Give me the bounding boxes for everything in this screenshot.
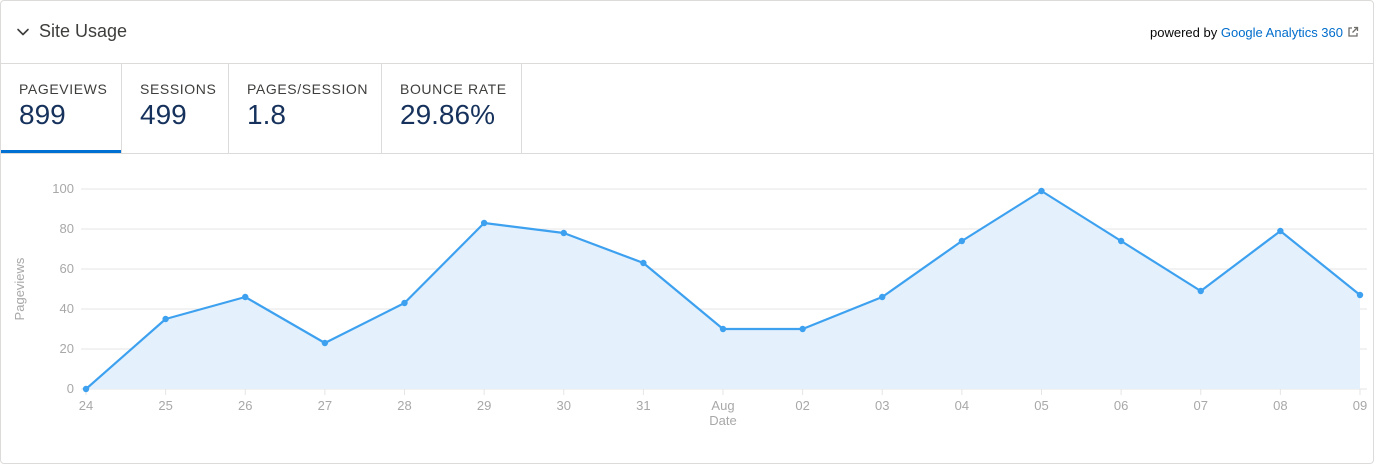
data-point	[242, 293, 249, 301]
data-point	[560, 229, 567, 237]
x-tick-label: 09	[1353, 398, 1367, 413]
tab-bounce-rate[interactable]: BOUNCE RATE 29.86%	[382, 64, 522, 153]
data-point	[719, 325, 727, 333]
x-tick-label: Aug	[711, 398, 734, 413]
data-point	[1356, 291, 1364, 299]
metric-tabs: PAGEVIEWS 899 SESSIONS 499 PAGES/SESSION…	[1, 64, 522, 153]
tab-pages-per-session[interactable]: PAGES/SESSION 1.8	[229, 64, 382, 153]
y-tick-label: 60	[60, 261, 74, 276]
data-point	[321, 339, 329, 347]
y-tick-label: 0	[67, 381, 74, 396]
x-tick-label: 25	[158, 398, 172, 413]
x-tick-label: 08	[1273, 398, 1287, 413]
x-tick-label: 28	[397, 398, 411, 413]
pageviews-chart: 0 20 40 60 80 100 24 25 26 27 28 29 30 31 Aug 02 03 04 05 0…	[12, 181, 1367, 428]
external-link-icon[interactable]	[1347, 26, 1359, 38]
tabs-divider	[1, 153, 1373, 154]
x-tick-label: 27	[318, 398, 332, 413]
tab-label: PAGEVIEWS	[19, 81, 108, 97]
google-analytics-link[interactable]: Google Analytics 360	[1220, 25, 1343, 40]
data-point	[1197, 287, 1204, 295]
data-point	[162, 315, 169, 323]
data-point	[480, 219, 488, 227]
card-title: Site Usage	[39, 21, 128, 41]
x-axis-title: Date	[709, 413, 736, 428]
y-tick-label: 20	[60, 341, 74, 356]
x-tick-label: 24	[79, 398, 93, 413]
y-axis-title: Pageviews	[12, 257, 27, 320]
x-tick-label: 29	[477, 398, 491, 413]
data-point	[879, 293, 886, 301]
data-point	[1117, 237, 1125, 245]
tab-sessions[interactable]: SESSIONS 499	[122, 64, 229, 153]
x-tick-label: 03	[875, 398, 889, 413]
x-tick-label: 07	[1194, 398, 1208, 413]
series-area	[86, 191, 1360, 389]
tab-pageviews[interactable]: PAGEVIEWS 899	[1, 64, 122, 153]
x-tick-label: 26	[238, 398, 252, 413]
data-point	[1038, 187, 1045, 195]
tab-value: 29.86%	[400, 99, 495, 130]
x-tick-label: 31	[636, 398, 650, 413]
data-point	[958, 237, 966, 245]
x-tick-label: 04	[955, 398, 969, 413]
chevron-down-icon[interactable]	[15, 24, 31, 40]
tab-value: 1.8	[247, 99, 286, 130]
data-point	[640, 259, 647, 267]
tab-value: 899	[19, 99, 66, 130]
x-tick-label: 02	[795, 398, 809, 413]
tab-label: BOUNCE RATE	[400, 81, 507, 97]
tab-label: PAGES/SESSION	[247, 81, 369, 97]
card-header: Site Usage powered by Google Analytics 3…	[1, 1, 1373, 64]
tab-label: SESSIONS	[140, 81, 217, 97]
data-point	[82, 385, 90, 393]
y-tick-label: 100	[52, 181, 74, 196]
data-point	[799, 325, 806, 333]
powered-by-prefix: powered by	[1150, 25, 1218, 40]
data-point	[401, 299, 408, 307]
data-point	[1277, 227, 1284, 235]
x-tick-label: 05	[1034, 398, 1048, 413]
powered-by: powered by Google Analytics 360	[1150, 25, 1359, 40]
y-tick-label: 80	[60, 221, 74, 236]
tab-value: 499	[140, 99, 187, 130]
x-tick-label: 06	[1114, 398, 1128, 413]
x-tick-label: 30	[557, 398, 571, 413]
y-tick-label: 40	[60, 301, 74, 316]
